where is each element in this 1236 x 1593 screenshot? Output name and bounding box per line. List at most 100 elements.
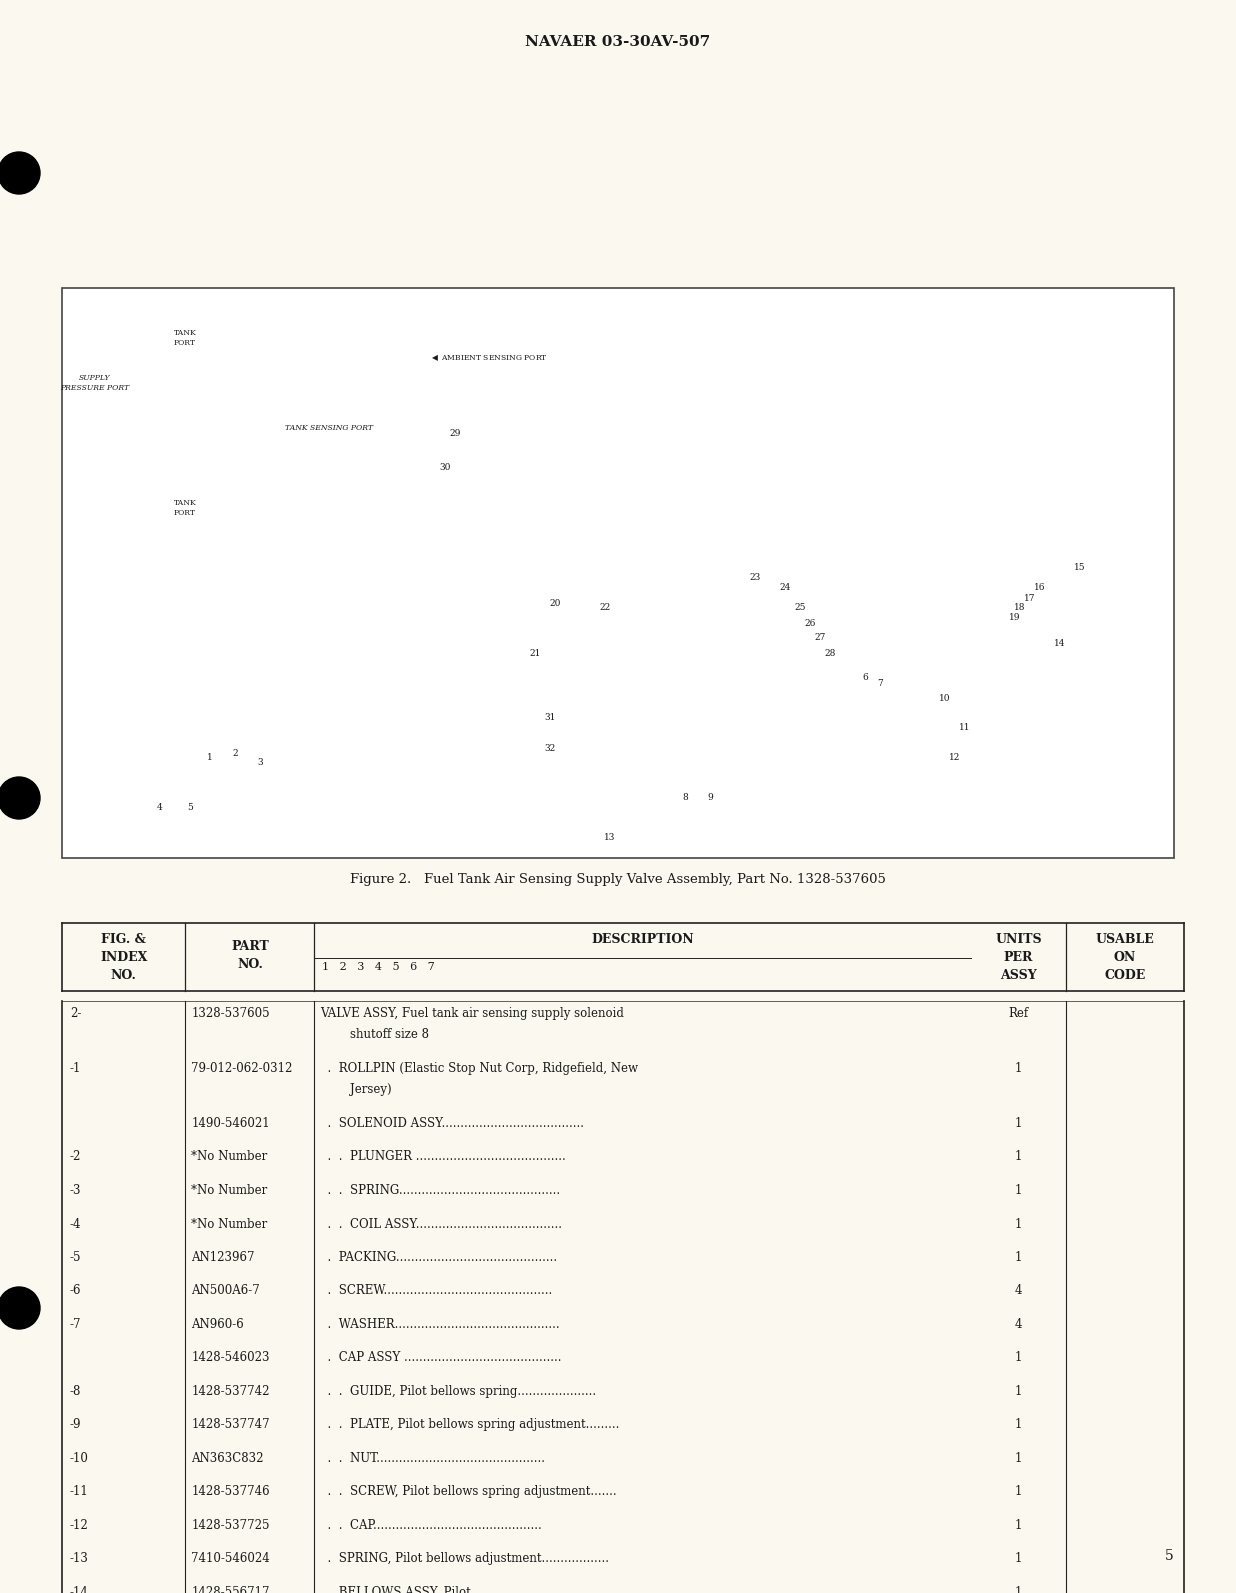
Text: 1: 1 [1015,1351,1022,1365]
Text: 1: 1 [1015,1063,1022,1075]
Text: 26: 26 [805,618,816,628]
Text: 30: 30 [439,464,451,473]
Text: *No Number: *No Number [192,1217,268,1230]
Text: -3: -3 [70,1184,82,1196]
Text: ON: ON [1114,951,1136,964]
Text: 27: 27 [815,634,826,642]
Text: 2-: 2- [70,1007,82,1020]
Text: PART: PART [231,940,268,953]
Text: -6: -6 [70,1284,82,1298]
Text: NO.: NO. [111,969,137,981]
Text: -7: -7 [70,1317,82,1332]
Text: 29: 29 [450,429,461,438]
Text: 7: 7 [878,679,883,688]
Text: NO.: NO. [237,957,263,972]
Text: .  .  PLATE, Pilot bellows spring adjustment.........: . . PLATE, Pilot bellows spring adjustme… [320,1418,619,1432]
Text: -8: -8 [70,1384,82,1399]
Text: .  .  GUIDE, Pilot bellows spring.....................: . . GUIDE, Pilot bellows spring.........… [320,1384,597,1399]
Text: INDEX: INDEX [100,951,147,964]
Text: 10: 10 [939,693,950,703]
Text: -2: -2 [70,1150,82,1163]
Text: 28: 28 [824,648,836,658]
Text: 5: 5 [187,803,193,812]
Text: 1: 1 [1015,1251,1022,1263]
Text: 14: 14 [1054,639,1065,647]
Circle shape [0,1287,40,1329]
Text: 22: 22 [599,604,611,612]
Text: 7410-546024: 7410-546024 [192,1553,271,1566]
Text: DESCRIPTION: DESCRIPTION [591,933,693,946]
Circle shape [0,151,40,194]
Text: .  SOLENOID ASSY......................................: . SOLENOID ASSY.........................… [320,1117,585,1129]
Text: 1428-537725: 1428-537725 [192,1520,269,1532]
Text: 11: 11 [959,723,970,733]
Text: CODE: CODE [1105,969,1146,981]
Text: shutoff size 8: shutoff size 8 [320,1029,429,1042]
Text: -12: -12 [70,1520,89,1532]
Text: -14: -14 [70,1587,89,1593]
Text: 6: 6 [863,674,868,682]
Text: 18: 18 [1015,604,1026,612]
Text: AN123967: AN123967 [192,1251,255,1263]
Text: NAVAER 03-30AV-507: NAVAER 03-30AV-507 [525,35,711,49]
Text: 1490-546021: 1490-546021 [192,1117,269,1129]
Circle shape [0,777,40,819]
Text: .  .  NUT.............................................: . . NUT.................................… [320,1451,545,1466]
Text: TANK
PORT: TANK PORT [173,330,197,347]
Text: VALVE ASSY, Fuel tank air sensing supply solenoid: VALVE ASSY, Fuel tank air sensing supply… [320,1007,624,1020]
Text: ASSY: ASSY [1000,969,1037,981]
Text: .  BELLOWS ASSY, Pilot...............................: . BELLOWS ASSY, Pilot...................… [320,1587,587,1593]
Text: 4: 4 [1015,1317,1022,1332]
Text: 79-012-062-0312: 79-012-062-0312 [192,1063,293,1075]
Text: .  .  COIL ASSY.......................................: . . COIL ASSY...........................… [320,1217,562,1230]
Text: 1328-537605: 1328-537605 [192,1007,269,1020]
Text: 1: 1 [1015,1486,1022,1499]
Text: 21: 21 [529,648,540,658]
Text: 4: 4 [157,803,163,812]
Text: .  SPRING, Pilot bellows adjustment..................: . SPRING, Pilot bellows adjustment......… [320,1553,609,1566]
Text: 1: 1 [1015,1150,1022,1163]
Text: Figure 2.   Fuel Tank Air Sensing Supply Valve Assembly, Part No. 1328-537605: Figure 2. Fuel Tank Air Sensing Supply V… [350,873,886,886]
Text: .  WASHER............................................: . WASHER................................… [320,1317,560,1332]
Text: AN500A6-7: AN500A6-7 [192,1284,260,1298]
Text: 1: 1 [1015,1217,1022,1230]
Text: 15: 15 [1074,564,1085,572]
Text: 1428-537746: 1428-537746 [192,1486,269,1499]
Text: 1: 1 [208,753,213,763]
Text: Jersey): Jersey) [320,1083,392,1096]
Text: 1428-537747: 1428-537747 [192,1418,269,1432]
Text: 1428-556717: 1428-556717 [192,1587,269,1593]
Text: USABLE: USABLE [1096,933,1154,946]
Text: .  PACKING...........................................: . PACKING...............................… [320,1251,557,1263]
Text: -10: -10 [70,1451,89,1466]
Text: .  ROLLPIN (Elastic Stop Nut Corp, Ridgefield, New: . ROLLPIN (Elastic Stop Nut Corp, Ridgef… [320,1063,639,1075]
Text: TANK
PORT: TANK PORT [173,499,197,516]
Text: 8: 8 [682,793,688,803]
Text: 1: 1 [1015,1184,1022,1196]
Text: 5: 5 [1166,1548,1174,1563]
Text: 1: 1 [1015,1418,1022,1432]
Text: 12: 12 [949,753,960,763]
Text: TANK SENSING PORT: TANK SENSING PORT [286,424,373,432]
Text: .  .  PLUNGER ........................................: . . PLUNGER ............................… [320,1150,566,1163]
Text: UNITS: UNITS [995,933,1042,946]
Text: 1428-537742: 1428-537742 [192,1384,269,1399]
Text: *No Number: *No Number [192,1184,268,1196]
Text: 3: 3 [257,758,263,768]
Text: AN960-6: AN960-6 [192,1317,245,1332]
Text: 1   2   3   4   5   6   7: 1 2 3 4 5 6 7 [323,962,435,972]
Text: 2: 2 [232,749,237,758]
Text: *No Number: *No Number [192,1150,268,1163]
Text: 1: 1 [1015,1587,1022,1593]
Text: -9: -9 [70,1418,82,1432]
Text: -4: -4 [70,1217,82,1230]
Bar [62,288,1174,859]
Text: Ref: Ref [1009,1007,1028,1020]
Text: -5: -5 [70,1251,82,1263]
Text: .  .  CAP.............................................: . . CAP.................................… [320,1520,543,1532]
Text: 20: 20 [549,599,561,607]
Text: 16: 16 [1035,583,1046,593]
Text: -11: -11 [70,1486,89,1499]
Text: .  .  SCREW, Pilot bellows spring adjustment.......: . . SCREW, Pilot bellows spring adjustme… [320,1486,617,1499]
Text: .  SCREW.............................................: . SCREW.................................… [320,1284,552,1298]
